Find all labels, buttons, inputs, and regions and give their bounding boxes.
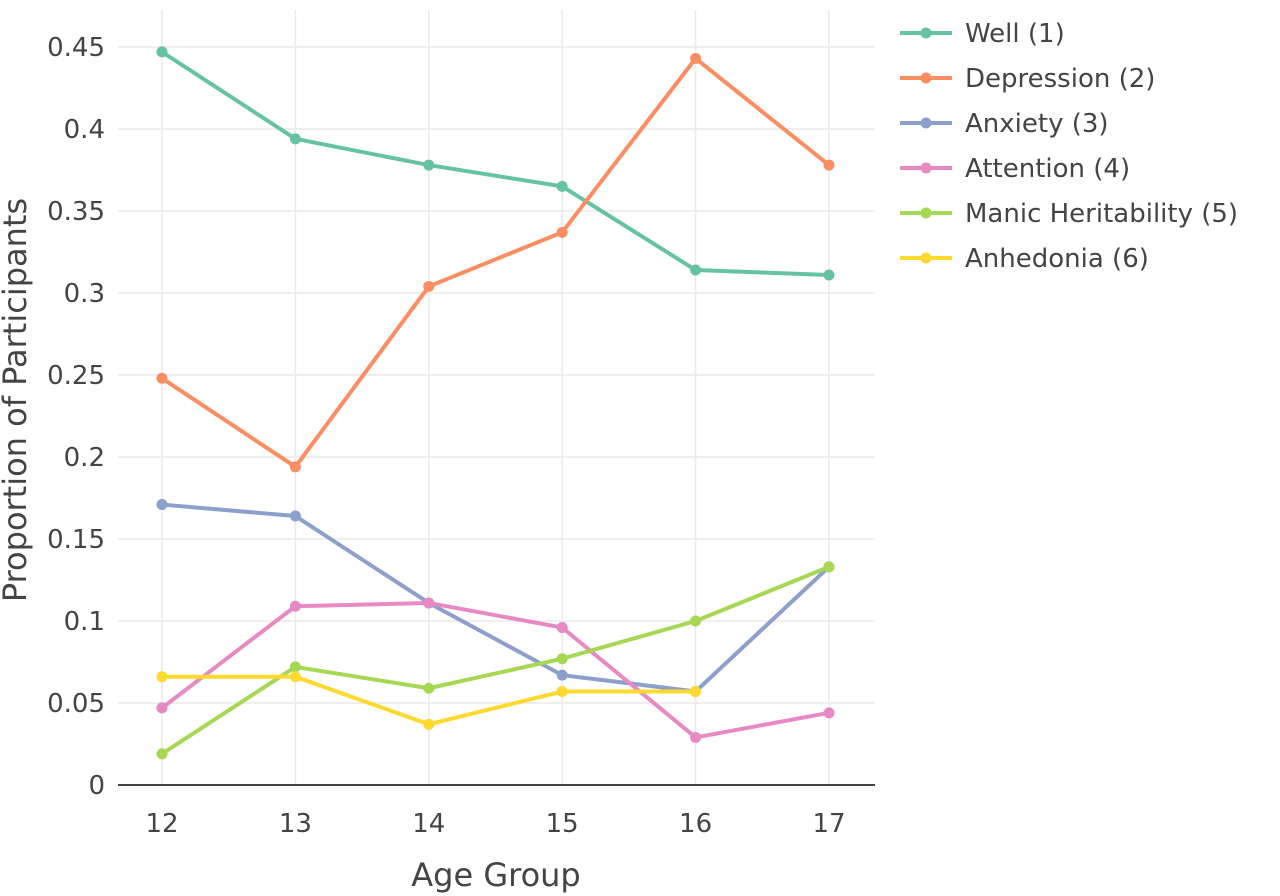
data-point (556, 669, 568, 681)
data-point (690, 615, 702, 627)
y-tick-label: 0.15 (47, 525, 105, 555)
data-point (823, 707, 835, 719)
y-tick-label: 0.25 (47, 361, 105, 391)
y-tick-label: 0.4 (64, 115, 105, 145)
data-point (289, 671, 301, 683)
data-point (423, 597, 435, 609)
legend-label: Well (1) (965, 19, 1065, 49)
y-tick-label: 0.35 (47, 197, 105, 227)
legend-label: Anxiety (3) (965, 109, 1109, 139)
data-point (823, 269, 835, 281)
x-axis-title: Age Group (411, 856, 580, 894)
x-tick-label: 13 (279, 809, 312, 839)
data-point (556, 180, 568, 192)
data-point (423, 159, 435, 171)
y-axis-title: Proportion of Participants (0, 198, 34, 602)
data-point (423, 280, 435, 292)
data-point (156, 748, 168, 760)
x-tick-label: 14 (412, 809, 445, 839)
legend-swatch-marker (920, 162, 932, 174)
data-point (690, 52, 702, 64)
x-tick-label: 16 (679, 809, 712, 839)
y-tick-label: 0.1 (64, 607, 105, 637)
data-point (556, 686, 568, 698)
data-point (556, 226, 568, 238)
legend-swatch-marker (920, 72, 932, 84)
series-lines (156, 46, 835, 760)
legend-label: Anhedonia (6) (965, 244, 1149, 274)
data-point (156, 46, 168, 58)
series-line (160, 600, 830, 740)
data-point (823, 561, 835, 573)
series-line (161, 502, 831, 694)
y-tick-label: 0.2 (64, 443, 105, 473)
data-point (289, 510, 301, 522)
axes: 0 0.05 0.1 0.15 0.2 0.25 0.3 0.35 0.4 0.45 12 13 14 1… (47, 33, 875, 839)
data-point (156, 671, 168, 683)
data-point (690, 731, 702, 743)
y-tick-label: 0.3 (64, 279, 105, 309)
data-point (690, 264, 702, 276)
data-point (823, 159, 835, 171)
data-point (156, 372, 168, 384)
data-point (556, 622, 568, 634)
x-tick-label: 12 (145, 809, 178, 839)
legend-label: Manic Heritability (5) (965, 199, 1238, 229)
legend-label: Depression (2) (965, 64, 1155, 94)
x-tick-label: 17 (812, 809, 845, 839)
y-tick-label: 0.45 (47, 33, 105, 63)
data-point (289, 461, 301, 473)
legend-swatch-marker (920, 117, 932, 129)
data-point (156, 702, 168, 714)
data-point (289, 661, 301, 673)
series-line (160, 50, 830, 277)
data-point (556, 653, 568, 665)
series-line (160, 56, 831, 469)
grid (118, 10, 875, 785)
data-point (289, 133, 301, 145)
y-tick-label: 0 (88, 771, 105, 801)
y-tick-label: 0.05 (47, 689, 105, 719)
x-tick-label: 15 (546, 809, 579, 839)
data-point (156, 499, 168, 511)
series-line (160, 565, 830, 756)
data-point (690, 686, 702, 698)
legend-swatch-marker (920, 27, 932, 39)
data-point (423, 718, 435, 730)
legend: Well (1) Depression (2) Anxiety (3) Attenti… (900, 19, 1238, 274)
legend-swatch-marker (920, 207, 932, 219)
data-point (289, 600, 301, 612)
legend-label: Attention (4) (965, 154, 1130, 184)
data-point (423, 682, 435, 694)
legend-swatch-marker (920, 252, 932, 264)
